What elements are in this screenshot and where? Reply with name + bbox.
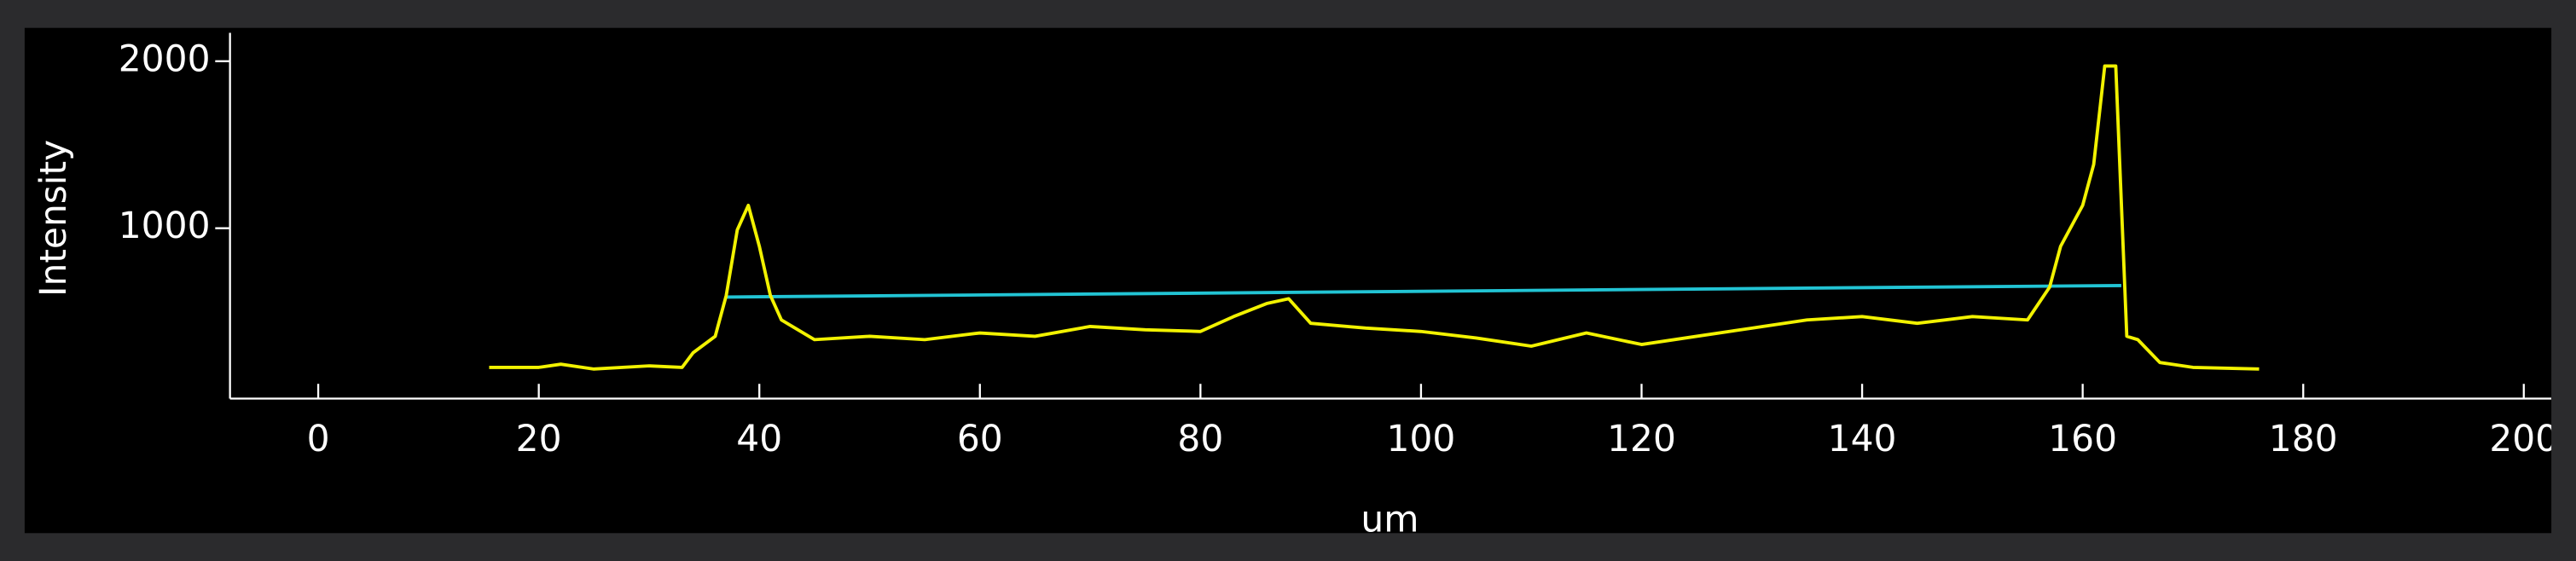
plot: um Intensity 1000 2000 0 20 40 60 80 100 120 140 1… (32, 32, 2558, 540)
x-tick-label: 160 (2048, 418, 2117, 460)
x-tick-label: 60 (957, 418, 1003, 460)
x-tick-label: 80 (1177, 418, 1223, 460)
x-tick-label: 120 (1607, 418, 1676, 460)
x-tick-label: 20 (516, 418, 562, 460)
y-tick-label: 2000 (119, 38, 211, 79)
x-tick-label: 40 (736, 418, 782, 460)
series-line (726, 283, 2121, 299)
y-tick-label: 1000 (119, 205, 211, 246)
x-tick-label: 200 (2489, 418, 2558, 460)
x-tick-label: 140 (1828, 418, 1897, 460)
x-axis-label: um (1361, 498, 1419, 540)
x-tick-label: 100 (1387, 418, 1456, 460)
series-line (489, 64, 2260, 371)
x-tick-label: 0 (307, 418, 330, 460)
plot-panel (24, 27, 2552, 534)
x-tick-label: 180 (2269, 418, 2338, 460)
y-axis-label: Intensity (32, 140, 74, 297)
